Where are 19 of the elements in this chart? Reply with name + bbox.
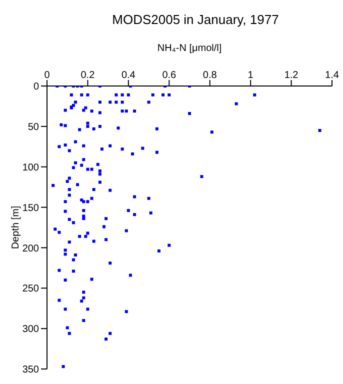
x-tick-label: 0 — [44, 70, 50, 81]
y-tick-label: 100 — [22, 162, 40, 174]
y-tick-label: 300 — [22, 324, 40, 336]
x-tick-label: 0.6 — [162, 70, 177, 81]
y-tick-label: 0 — [33, 82, 40, 93]
x-tick-label: 1.4 — [325, 70, 340, 81]
x-tick-label: 0.8 — [202, 70, 218, 81]
chart-title: MODS2005 in January, 1977 — [111, 11, 280, 29]
x-axis-title: NH₄-N [μmol/l] — [157, 43, 222, 54]
y-tick-label: 200 — [22, 243, 40, 254]
y-axis-title: Depth [m] — [10, 206, 22, 250]
y-tick-label: 50 — [28, 122, 40, 133]
y-tick-label: 150 — [22, 202, 40, 214]
x-tick-label: 1.2 — [284, 70, 299, 81]
x-tick-label: 0.4 — [121, 70, 136, 81]
y-tick-label: 250 — [22, 284, 40, 295]
x-tick-label: 0.2 — [80, 70, 96, 81]
x-tick-label: 1 — [248, 70, 254, 81]
y-tick-label: 350 — [22, 364, 40, 376]
